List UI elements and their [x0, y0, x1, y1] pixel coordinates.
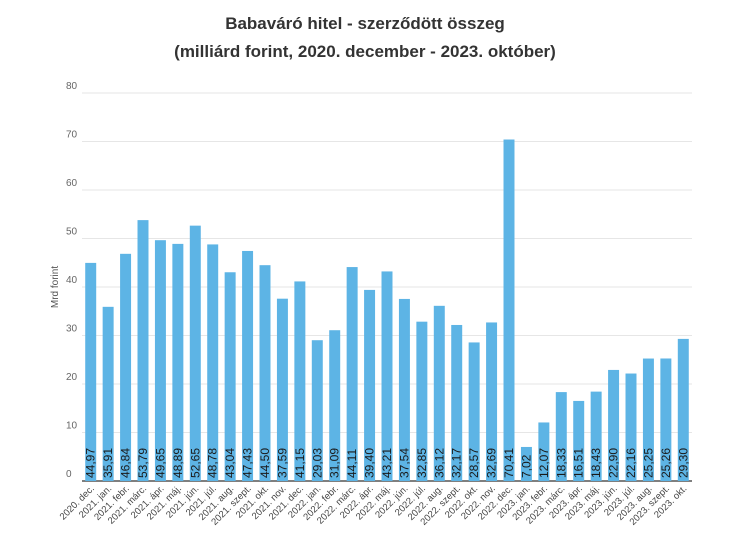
bar [329, 330, 341, 481]
bar [154, 240, 166, 481]
bar [555, 392, 567, 481]
x-axis-categories: 2020. dec.2021. jan.2021. febr.2021. már… [58, 483, 690, 527]
bar [224, 272, 236, 481]
bar [172, 243, 184, 481]
bar [642, 358, 654, 481]
bar [102, 306, 114, 481]
y-tick-label: 50 [66, 227, 78, 238]
data-label: 29,03 [310, 448, 324, 478]
data-label: 46,84 [119, 448, 133, 478]
data-label: 53,79 [136, 448, 150, 478]
data-label: 44,97 [84, 448, 98, 478]
data-label: 7,02 [519, 454, 533, 478]
bar [573, 400, 585, 481]
data-label: 49,65 [153, 448, 167, 478]
bar [276, 298, 288, 481]
bar [416, 321, 428, 481]
bar [311, 340, 323, 481]
data-label: 37,54 [397, 448, 411, 478]
data-label: 39,40 [363, 448, 377, 478]
data-label: 35,91 [101, 448, 115, 478]
bar [677, 338, 689, 481]
bar [660, 358, 672, 481]
data-label: 70,41 [502, 448, 516, 478]
bar [451, 324, 463, 481]
bar [207, 244, 219, 481]
y-tick-label: 60 [66, 178, 78, 189]
data-label: 29,30 [676, 448, 690, 478]
y-tick-label: 0 [66, 469, 72, 480]
data-label: 36,12 [432, 448, 446, 478]
bar [468, 342, 480, 481]
y-tick-label: 40 [66, 275, 78, 286]
bar [520, 446, 532, 481]
y-tick-label: 70 [66, 130, 78, 141]
bars [85, 139, 689, 481]
y-tick-label: 80 [66, 81, 78, 92]
data-label: 44,50 [258, 448, 272, 478]
bar [433, 305, 445, 481]
data-label: 18,43 [589, 448, 603, 478]
y-tick-label: 30 [66, 324, 78, 335]
chart-title-block: Babaváró hitel - szerződött összeg (mill… [0, 10, 730, 66]
data-label: 32,69 [485, 448, 499, 478]
gridlines [82, 92, 692, 482]
data-label: 47,43 [241, 448, 255, 478]
chart-subtitle: (milliárd forint, 2020. december - 2023.… [174, 42, 556, 61]
data-label: 52,65 [188, 448, 202, 478]
data-label: 48,89 [171, 448, 185, 478]
bar [625, 373, 637, 481]
data-label: 12,07 [537, 448, 551, 478]
y-axis-label: Mrd forint [50, 266, 61, 308]
data-label: 28,57 [467, 448, 481, 478]
bar [364, 289, 376, 481]
bar [259, 265, 271, 481]
data-label: 16,51 [572, 448, 586, 478]
y-tick-label: 10 [66, 421, 78, 432]
data-label: 37,59 [275, 448, 289, 478]
chart-title: Babaváró hitel - szerződött összeg [225, 14, 505, 33]
bar [120, 253, 132, 481]
bar [486, 322, 498, 481]
bar [242, 250, 254, 481]
bar [189, 225, 201, 481]
bar [608, 369, 620, 481]
data-label: 25,25 [641, 448, 655, 478]
bar [137, 220, 149, 481]
bar [381, 271, 393, 481]
y-tick-label: 20 [66, 372, 78, 383]
bar [346, 267, 358, 481]
bar [398, 298, 410, 481]
data-label: 18,33 [554, 448, 568, 478]
data-label: 25,26 [659, 448, 673, 478]
data-label: 43,04 [223, 448, 237, 478]
bar [503, 139, 515, 481]
data-label: 43,21 [380, 448, 394, 478]
data-label: 22,90 [607, 448, 621, 478]
data-label: 44,11 [345, 449, 359, 478]
data-label: 41,15 [293, 448, 307, 478]
data-label: 22,16 [624, 448, 638, 478]
bar [538, 422, 550, 481]
data-label: 31,09 [328, 448, 342, 478]
data-label: 32,85 [415, 448, 429, 478]
y-axis-ticks: 0 10 20 30 40 50 60 70 80 [66, 81, 78, 480]
data-labels: 44,97 35,91 46,84 53,79 49,65 48,89 52,65 48,78… [84, 448, 691, 478]
bar [590, 391, 602, 481]
data-label: 32,17 [450, 448, 464, 478]
bar [85, 262, 97, 481]
data-label: 48,78 [206, 448, 220, 478]
bar [294, 281, 306, 481]
